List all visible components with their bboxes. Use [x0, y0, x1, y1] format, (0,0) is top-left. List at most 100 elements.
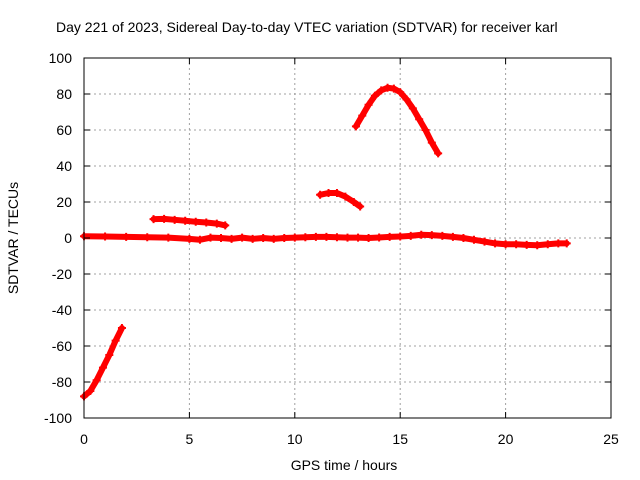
y-tick-label: 20 [56, 194, 72, 210]
series-arc-1 [80, 324, 126, 401]
series-arc-4 [351, 83, 443, 158]
data-point [522, 240, 531, 249]
data-point [164, 233, 173, 242]
data-point [396, 88, 405, 97]
data-point [351, 122, 360, 131]
data-point [562, 239, 571, 248]
chart-title: Day 221 of 2023, Sidereal Day-to-day VTE… [56, 19, 558, 35]
series-arc-5 [80, 230, 571, 250]
series-arc-2 [149, 214, 230, 230]
data-point [533, 241, 542, 250]
data-point [480, 237, 489, 246]
data-point [491, 239, 500, 248]
data-point [212, 219, 221, 228]
data-point [341, 192, 350, 201]
data-point [364, 234, 373, 242]
data-point [332, 233, 341, 242]
data-point [117, 324, 126, 332]
data-point [280, 234, 289, 242]
data-point [269, 234, 278, 243]
x-tick-label: 10 [287, 431, 303, 447]
data-point [356, 202, 365, 211]
data-point [354, 233, 363, 242]
data-point [434, 149, 443, 158]
x-tick-label: 0 [80, 431, 88, 447]
data-point [227, 234, 236, 243]
x-tick-label: 15 [392, 431, 408, 447]
data-point [160, 214, 169, 223]
data-point [86, 387, 95, 395]
data-point [421, 126, 430, 134]
data-point [185, 234, 194, 243]
data-point [427, 138, 436, 147]
y-tick-label: 100 [49, 50, 73, 66]
data-point [149, 215, 158, 224]
y-axis-label: SDTVAR / TECUs [5, 182, 21, 294]
x-tick-label: 5 [186, 431, 194, 447]
data-point [364, 100, 373, 109]
y-tick-label: -100 [44, 410, 72, 426]
data-point [332, 189, 341, 197]
series-arc-3 [316, 189, 365, 211]
data-point [324, 189, 333, 197]
y-tick-label: -80 [52, 374, 72, 390]
data-point [448, 232, 457, 241]
data-point [311, 232, 320, 241]
data-point [195, 235, 204, 244]
data-point [290, 233, 299, 242]
data-point [101, 232, 110, 241]
data-point [92, 376, 101, 385]
data-point [427, 231, 436, 240]
data-point [322, 232, 331, 241]
data-point [501, 240, 510, 249]
data-point [217, 234, 226, 242]
data-point [417, 230, 426, 239]
data-point [221, 221, 230, 230]
y-tick-label: -20 [52, 266, 72, 282]
data-point [438, 231, 447, 240]
data-point [202, 218, 211, 227]
data-point [385, 232, 394, 241]
y-tick-label: 40 [56, 158, 72, 174]
data-point [389, 84, 398, 93]
data-point [377, 86, 386, 95]
data-point [415, 115, 424, 124]
data-point [181, 216, 190, 225]
data-point [105, 351, 114, 359]
data-point [206, 233, 215, 242]
data-point [170, 215, 179, 224]
data-point [301, 233, 310, 242]
axis-ticks: -100 -80 -60 -40 -20 0 20 40 60 80 100 0 5 10 15 20 25 [44, 50, 619, 447]
data-point [512, 240, 521, 249]
data-point [408, 104, 417, 113]
x-axis-label: GPS time / hours [291, 457, 398, 473]
x-tick-label: 20 [498, 431, 514, 447]
data-point [402, 95, 411, 104]
data-point [111, 336, 120, 345]
y-tick-label: -40 [52, 302, 72, 318]
y-tick-label: 0 [64, 230, 72, 246]
series-trace [352, 84, 442, 157]
data-point [358, 111, 367, 120]
y-tick-label: 60 [56, 122, 72, 138]
data-point [259, 234, 268, 242]
data-point [459, 234, 468, 242]
data-point [349, 198, 358, 206]
data-point [143, 233, 152, 242]
data-point [248, 234, 257, 243]
data-point [469, 235, 478, 244]
data-point [370, 91, 379, 100]
data-point [554, 239, 563, 248]
data-point [316, 190, 325, 199]
x-tick-label: 25 [603, 431, 619, 447]
data-point [543, 240, 552, 249]
data-point [396, 232, 405, 241]
data-point [238, 233, 247, 242]
data-point [343, 233, 352, 242]
data-point [375, 233, 384, 242]
data-series [80, 83, 571, 401]
data-point [122, 232, 131, 241]
data-point [98, 363, 107, 372]
